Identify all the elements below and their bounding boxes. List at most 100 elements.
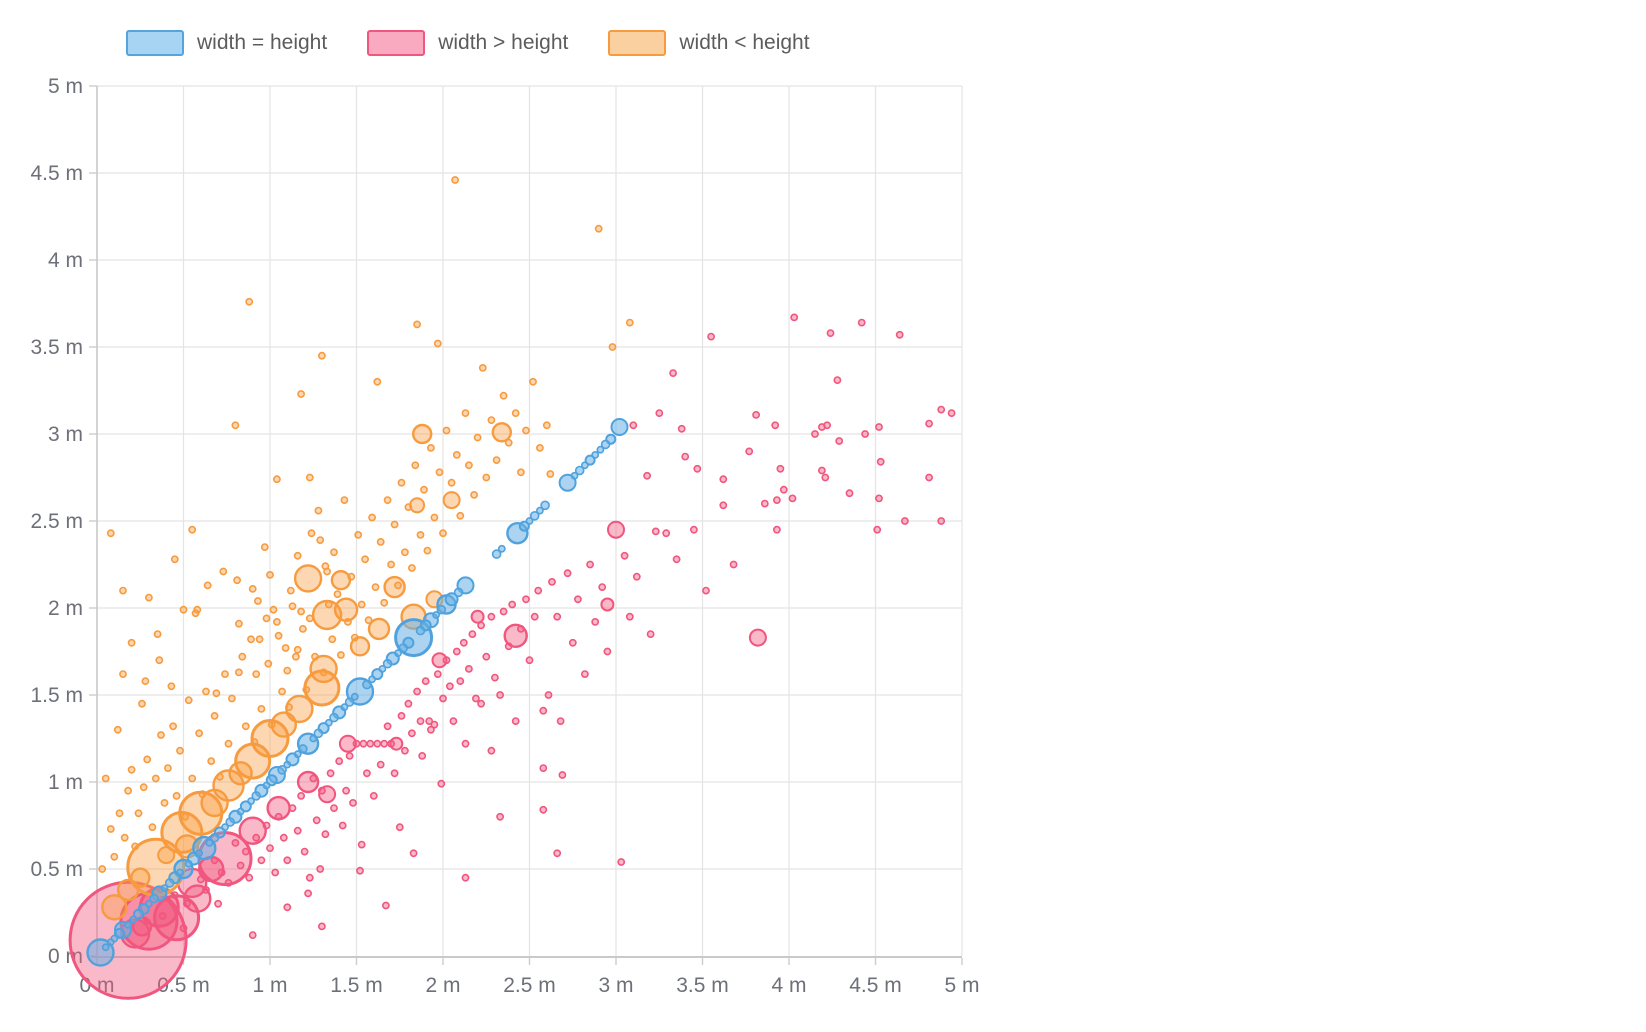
scatter-point-wider[interactable]: [901, 517, 909, 525]
scatter-point-taller[interactable]: [451, 176, 459, 184]
scatter-point-wider[interactable]: [271, 868, 280, 877]
scatter-point-taller[interactable]: [200, 788, 229, 818]
scatter-point-taller[interactable]: [383, 496, 392, 504]
scatter-point-wider[interactable]: [362, 769, 371, 778]
scatter-point-taller[interactable]: [293, 551, 302, 560]
scatter-point-equal[interactable]: [133, 908, 144, 920]
scatter-point-equal[interactable]: [277, 764, 287, 775]
scatter-point-equal[interactable]: [164, 878, 175, 888]
scatter-point-equal[interactable]: [247, 797, 255, 805]
scatter-point-taller[interactable]: [224, 739, 233, 748]
scatter-point-wider[interactable]: [317, 922, 326, 931]
scatter-point-taller[interactable]: [470, 490, 478, 499]
scatter-point-wider[interactable]: [196, 875, 205, 884]
scatter-point-wider[interactable]: [283, 856, 292, 865]
scatter-point-taller[interactable]: [311, 652, 319, 661]
scatter-point-wider[interactable]: [395, 823, 404, 832]
scatter-point-taller[interactable]: [442, 426, 451, 435]
scatter-point-wider[interactable]: [655, 409, 664, 417]
scatter-point-taller[interactable]: [157, 731, 165, 739]
scatter-point-wider[interactable]: [433, 670, 442, 678]
scatter-point-wider[interactable]: [534, 586, 543, 595]
scatter-point-taller[interactable]: [167, 682, 176, 691]
scatter-point-taller[interactable]: [221, 670, 229, 678]
scatter-point-equal[interactable]: [436, 604, 447, 615]
scatter-point-equal[interactable]: [497, 544, 506, 553]
scatter-point-taller[interactable]: [101, 894, 128, 921]
scatter-point-wider[interactable]: [876, 457, 885, 466]
scatter-point-wider[interactable]: [947, 409, 956, 417]
scatter-point-equal[interactable]: [491, 549, 502, 559]
scatter-point-taller[interactable]: [120, 833, 129, 842]
scatter-point-wider[interactable]: [598, 583, 607, 591]
scatter-point-taller[interactable]: [293, 564, 323, 593]
scatter-point-taller[interactable]: [219, 567, 228, 576]
scatter-point-equal[interactable]: [574, 465, 585, 476]
scatter-point-taller[interactable]: [255, 635, 264, 644]
scatter-point-equal[interactable]: [525, 517, 534, 525]
scatter-point-equal[interactable]: [610, 418, 629, 436]
scatter-point-wider[interactable]: [620, 551, 629, 560]
scatter-point-wider[interactable]: [826, 329, 835, 337]
scatter-point-wider[interactable]: [760, 499, 769, 508]
scatter-point-equal[interactable]: [340, 703, 349, 712]
scatter-point-wider[interactable]: [214, 899, 222, 908]
scatter-point-taller[interactable]: [536, 443, 544, 452]
scatter-point-taller[interactable]: [397, 478, 406, 487]
scatter-point-wider[interactable]: [338, 821, 347, 830]
scatter-point-taller[interactable]: [127, 638, 136, 647]
scatter-point-equal[interactable]: [591, 450, 600, 459]
scatter-point-equal[interactable]: [129, 915, 138, 924]
scatter-point-taller[interactable]: [106, 825, 115, 833]
scatter-point-wider[interactable]: [818, 466, 826, 475]
scatter-point-taller[interactable]: [278, 687, 286, 696]
scatter-point-wider[interactable]: [431, 652, 448, 669]
scatter-point-taller[interactable]: [333, 597, 359, 622]
scatter-point-wider[interactable]: [279, 833, 288, 842]
scatter-point-wider[interactable]: [248, 931, 257, 939]
scatter-point-taller[interactable]: [625, 318, 634, 327]
scatter-point-taller[interactable]: [210, 712, 219, 720]
scatter-point-wider[interactable]: [499, 607, 508, 616]
scatter-point-wider[interactable]: [553, 849, 562, 858]
scatter-point-wider[interactable]: [748, 628, 767, 647]
scatter-point-wider[interactable]: [421, 677, 430, 685]
scatter-point-taller[interactable]: [442, 491, 461, 510]
scatter-point-taller[interactable]: [367, 617, 391, 641]
scatter-point-taller[interactable]: [269, 605, 278, 614]
scatter-point-taller[interactable]: [522, 426, 530, 435]
scatter-point-equal[interactable]: [453, 587, 464, 598]
scatter-point-wider[interactable]: [445, 682, 454, 691]
scatter-point-wider[interactable]: [439, 694, 447, 703]
scatter-point-wider[interactable]: [574, 595, 582, 604]
scatter-point-taller[interactable]: [404, 503, 413, 511]
scatter-point-wider[interactable]: [586, 560, 594, 569]
scatter-point-wider[interactable]: [452, 647, 461, 656]
scatter-point-wider[interactable]: [366, 739, 375, 748]
scatter-point-taller[interactable]: [439, 529, 447, 538]
scatter-point-taller[interactable]: [241, 722, 250, 731]
scatter-point-taller[interactable]: [286, 586, 295, 595]
scatter-point-taller[interactable]: [233, 576, 241, 585]
scatter-point-wider[interactable]: [617, 858, 626, 866]
scatter-point-taller[interactable]: [390, 520, 399, 529]
scatter-point-taller[interactable]: [260, 543, 269, 551]
scatter-point-wider[interactable]: [752, 410, 760, 419]
scatter-point-wider[interactable]: [296, 770, 320, 794]
scatter-point-wider[interactable]: [875, 494, 883, 503]
scatter-point-taller[interactable]: [328, 635, 337, 644]
scatter-point-equal[interactable]: [251, 791, 262, 801]
scatter-point-taller[interactable]: [394, 581, 402, 590]
scatter-point-taller[interactable]: [407, 564, 416, 572]
scatter-point-equal[interactable]: [221, 823, 229, 832]
scatter-point-wider[interactable]: [338, 734, 357, 753]
scatter-point-wider[interactable]: [468, 630, 477, 638]
scatter-point-taller[interactable]: [285, 703, 293, 712]
legend-item-width-less-height[interactable]: width < height: [608, 30, 810, 56]
scatter-point-wider[interactable]: [326, 769, 335, 778]
scatter-point-taller[interactable]: [529, 377, 537, 386]
scatter-point-taller[interactable]: [272, 475, 281, 484]
scatter-point-taller[interactable]: [491, 422, 512, 443]
scatter-point-wider[interactable]: [464, 665, 473, 673]
scatter-point-taller[interactable]: [357, 600, 366, 609]
